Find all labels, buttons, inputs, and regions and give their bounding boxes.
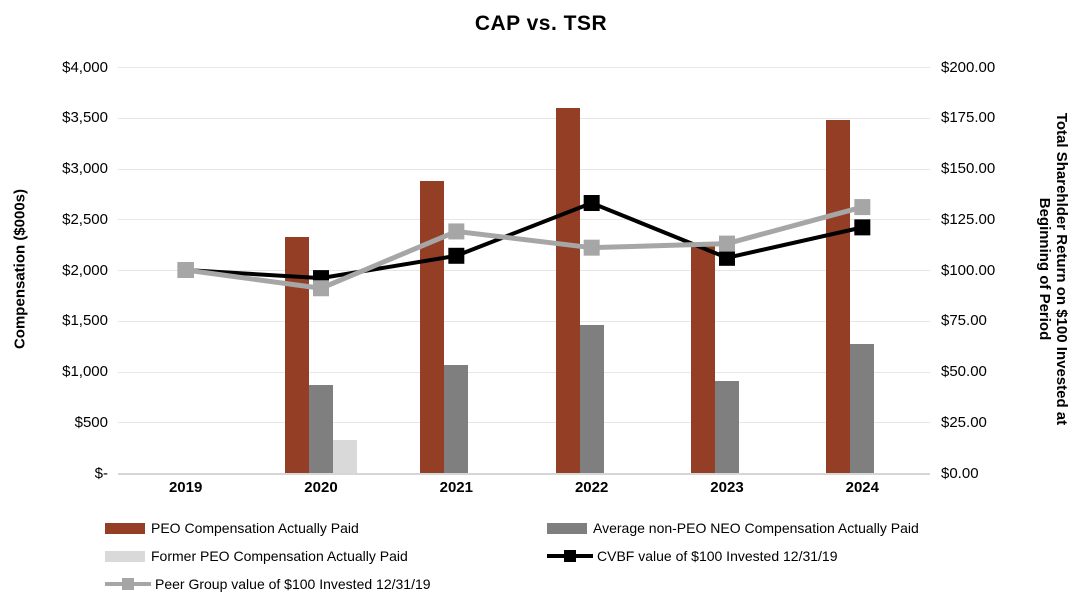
- legend-label-peo-cap: PEO Compensation Actually Paid: [151, 520, 359, 536]
- right-axis-title-line-2: Beginning of Period: [1036, 197, 1053, 341]
- x-axis-label-2021: 2021: [439, 479, 473, 496]
- marker-peer-tsr-2021: [448, 223, 465, 240]
- left-axis-tick: $3,000: [62, 160, 108, 177]
- marker-cvbf-tsr-2021: [448, 247, 465, 264]
- legend-column: Average non-PEO NEO Compensation Actuall…: [547, 514, 919, 570]
- legend-bar-swatch-avg-neo-cap: [547, 522, 587, 534]
- marker-cvbf-tsr-2024: [854, 219, 871, 236]
- x-axis-label-2023: 2023: [710, 479, 744, 496]
- legend-marker-cvbf-tsr: [564, 550, 576, 562]
- right-axis-tick: $125.00: [941, 210, 996, 228]
- legend-marker-peer-tsr: [122, 578, 134, 590]
- left-axis-tick: $-: [94, 464, 108, 482]
- right-axis-title: Total Sharehlder Return on $100 Invested…: [1036, 113, 1070, 425]
- gridline: [118, 320, 930, 322]
- marker-peer-tsr-2022: [583, 239, 600, 256]
- left-axis-tick: $3,500: [62, 109, 108, 127]
- right-axis-tick: $25.00: [941, 413, 987, 431]
- left-axis-tick: $1,500: [62, 312, 108, 330]
- gridline: [118, 168, 930, 170]
- right-axis-tick: $200.00: [941, 58, 996, 76]
- marker-peer-tsr-2020: [313, 280, 329, 297]
- bar-avg-neo-cap-2024: [850, 344, 875, 473]
- marker-peer-tsr-2023: [719, 235, 735, 252]
- left-axis-tick: $4,000: [62, 58, 108, 76]
- bar-peo-cap-2023: [691, 245, 715, 473]
- x-axis-label-2020: 2020: [304, 479, 338, 496]
- legend-bar-swatch-peo-cap: [105, 522, 145, 534]
- bar-avg-neo-cap-2020: [309, 384, 333, 473]
- right-axis-tick: $0.00: [941, 464, 979, 482]
- bar-former-peo-cap-2020: [333, 440, 357, 473]
- right-axis-tick: $175.00: [941, 109, 996, 127]
- legend-line-swatch-peer-tsr: [105, 577, 151, 591]
- gridline: [118, 422, 930, 424]
- right-axis-title-line-1: Total Sharehlder Return on $100 Invested…: [1053, 112, 1070, 426]
- legend-label-avg-neo-cap: Average non-PEO NEO Compensation Actuall…: [593, 520, 919, 536]
- bar-avg-neo-cap-2023: [715, 380, 739, 473]
- legend-label-cvbf-tsr: CVBF value of $100 Invested 12/31/19: [597, 548, 838, 564]
- left-axis-tick: $500: [74, 413, 108, 431]
- legend-column: PEO Compensation Actually Paid Former PEO…: [105, 514, 431, 598]
- line-peer-tsr: [185, 204, 863, 291]
- left-axis-tick: $2,500: [62, 210, 108, 228]
- bar-avg-neo-cap-2021: [444, 365, 469, 473]
- legend-line-swatch-cvbf-tsr: [547, 549, 593, 563]
- legend-item-peo-cap: PEO Compensation Actually Paid: [105, 514, 431, 542]
- gridline: [118, 371, 930, 373]
- right-axis-tick: $75.00: [941, 312, 987, 330]
- legend-item-former-peo-cap: Former PEO Compensation Actually Paid: [105, 542, 431, 570]
- right-axis-tick: $150.00: [941, 160, 996, 177]
- legend-label-former-peo-cap: Former PEO Compensation Actually Paid: [151, 548, 408, 564]
- left-axis-tick: $2,000: [62, 261, 108, 279]
- legend-item-peer-tsr: Peer Group value of $100 Invested 12/31/…: [105, 570, 431, 598]
- bar-peo-cap-2024: [826, 119, 851, 473]
- plot-area: [118, 67, 930, 475]
- bar-peo-cap-2021: [420, 180, 445, 473]
- gridline: [118, 219, 930, 221]
- right-axis-tick: $50.00: [941, 363, 987, 380]
- marker-cvbf-tsr-2023: [719, 249, 735, 266]
- marker-peer-tsr-2019: [177, 262, 194, 278]
- x-axis-label-2019: 2019: [168, 479, 203, 496]
- legend-item-cvbf-tsr: CVBF value of $100 Invested 12/31/19: [547, 542, 919, 570]
- right-axis-tick: $100.00: [941, 261, 996, 279]
- x-axis-label-2022: 2022: [574, 479, 609, 496]
- legend-bar-swatch-former-peo-cap: [105, 550, 145, 562]
- gridline: [118, 67, 930, 68]
- gridline: [118, 270, 930, 271]
- chart-title: CAP vs. TSR: [474, 12, 608, 35]
- legend-label-peer-tsr: Peer Group value of $100 Invested 12/31/…: [155, 576, 431, 592]
- line-cvbf-tsr: [185, 200, 863, 281]
- bar-avg-neo-cap-2022: [579, 324, 604, 473]
- left-axis-tick: $1,000: [62, 363, 108, 380]
- gridline: [118, 117, 930, 119]
- legend-item-avg-neo-cap: Average non-PEO NEO Compensation Actuall…: [547, 514, 919, 542]
- marker-peer-tsr-2024: [854, 199, 871, 216]
- line-layer: [177, 195, 871, 297]
- marker-cvbf-tsr-2022: [583, 195, 600, 212]
- bar-peo-cap-2022: [555, 107, 580, 473]
- x-axis-label-2024: 2024: [845, 479, 879, 496]
